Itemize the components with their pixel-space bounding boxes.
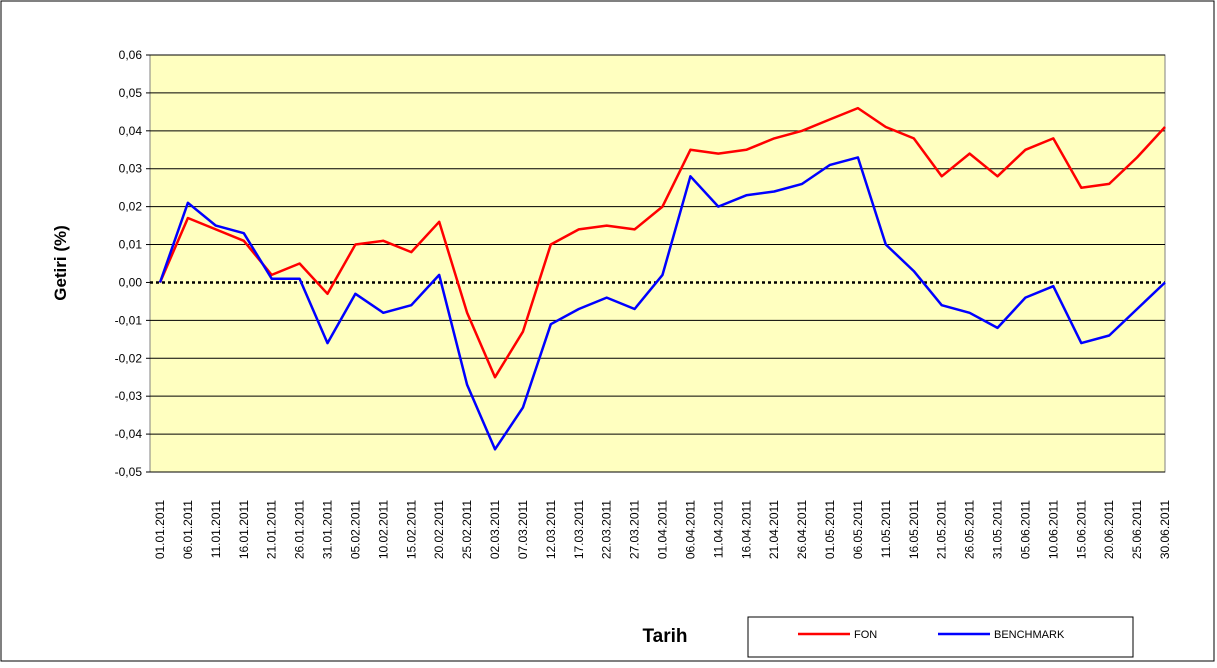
- x-tick-label: 05.02.2011: [348, 500, 362, 559]
- x-tick-label: 01.01.2011: [153, 500, 167, 559]
- x-tick-label: 20.06.2011: [1102, 500, 1116, 559]
- x-tick-label: 31.05.2011: [991, 500, 1005, 559]
- x-tick-label: 31.01.2011: [321, 500, 335, 559]
- x-tick-label: 25.02.2011: [460, 500, 474, 559]
- x-tick-label: 06.05.2011: [851, 500, 865, 559]
- x-tick-label: 01.05.2011: [823, 500, 837, 559]
- x-tick-label: 16.05.2011: [907, 500, 921, 559]
- x-tick-label: 07.03.2011: [516, 500, 530, 559]
- y-tick-label: 0,01: [119, 238, 143, 252]
- x-tick-label: 21.04.2011: [767, 500, 781, 559]
- y-tick-label: -0,04: [115, 427, 143, 441]
- legend: [747, 616, 1134, 658]
- x-tick-label: 21.01.2011: [265, 500, 279, 559]
- x-tick-label: 15.02.2011: [404, 500, 418, 559]
- x-tick-label: 11.04.2011: [711, 500, 725, 559]
- y-tick-label: -0,03: [115, 389, 143, 403]
- legend-label: FON: [854, 629, 877, 641]
- x-tick-label: 05.06.2011: [1018, 500, 1032, 559]
- x-tick-label: 01.04.2011: [656, 500, 670, 559]
- y-tick-label: 0,00: [119, 275, 143, 289]
- x-tick-label: 25.06.2011: [1130, 500, 1144, 559]
- x-tick-label: 16.04.2011: [739, 500, 753, 559]
- x-tick-label: 10.06.2011: [1046, 500, 1060, 559]
- x-tick-label: 17.03.2011: [572, 500, 586, 559]
- x-tick-label: 26.04.2011: [795, 500, 809, 559]
- x-tick-label: 26.01.2011: [293, 500, 307, 559]
- plot-area: [149, 54, 1166, 473]
- x-axis-label: Tarih: [642, 626, 687, 647]
- x-tick-label: 20.02.2011: [432, 500, 446, 559]
- x-tick-label: 11.01.2011: [209, 500, 223, 559]
- y-tick-label: 0,05: [119, 86, 143, 100]
- x-tick-label: 21.05.2011: [935, 500, 949, 559]
- x-tick-label: 26.05.2011: [963, 500, 977, 559]
- series-line: [158, 106, 1166, 379]
- x-tick-label: 11.05.2011: [879, 500, 893, 559]
- series-line: [158, 156, 1166, 451]
- x-tick-label: 15.06.2011: [1074, 500, 1088, 559]
- y-tick-label: 0,02: [119, 200, 143, 214]
- x-tick-label: 06.04.2011: [683, 500, 697, 559]
- legend-label: BENCHMARK: [994, 629, 1065, 641]
- x-tick-label: 02.03.2011: [488, 500, 502, 559]
- y-tick-label: -0,02: [115, 351, 143, 365]
- y-tick-label: -0,05: [115, 465, 143, 479]
- x-tick-label: 16.01.2011: [237, 500, 251, 559]
- x-tick-label: 30.06.2011: [1158, 500, 1172, 559]
- y-axis-label: Getiri (%): [51, 225, 70, 301]
- y-tick-label: -0,01: [115, 313, 143, 327]
- x-tick-label: 22.03.2011: [600, 500, 614, 559]
- y-tick-label: 0,03: [119, 162, 143, 176]
- x-tick-label: 27.03.2011: [628, 500, 642, 559]
- x-tick-label: 10.02.2011: [376, 500, 390, 559]
- y-tick-label: 0,04: [119, 124, 143, 138]
- x-tick-label: 06.01.2011: [181, 500, 195, 559]
- x-tick-label: 12.03.2011: [544, 500, 558, 559]
- y-tick-label: 0,06: [119, 48, 143, 62]
